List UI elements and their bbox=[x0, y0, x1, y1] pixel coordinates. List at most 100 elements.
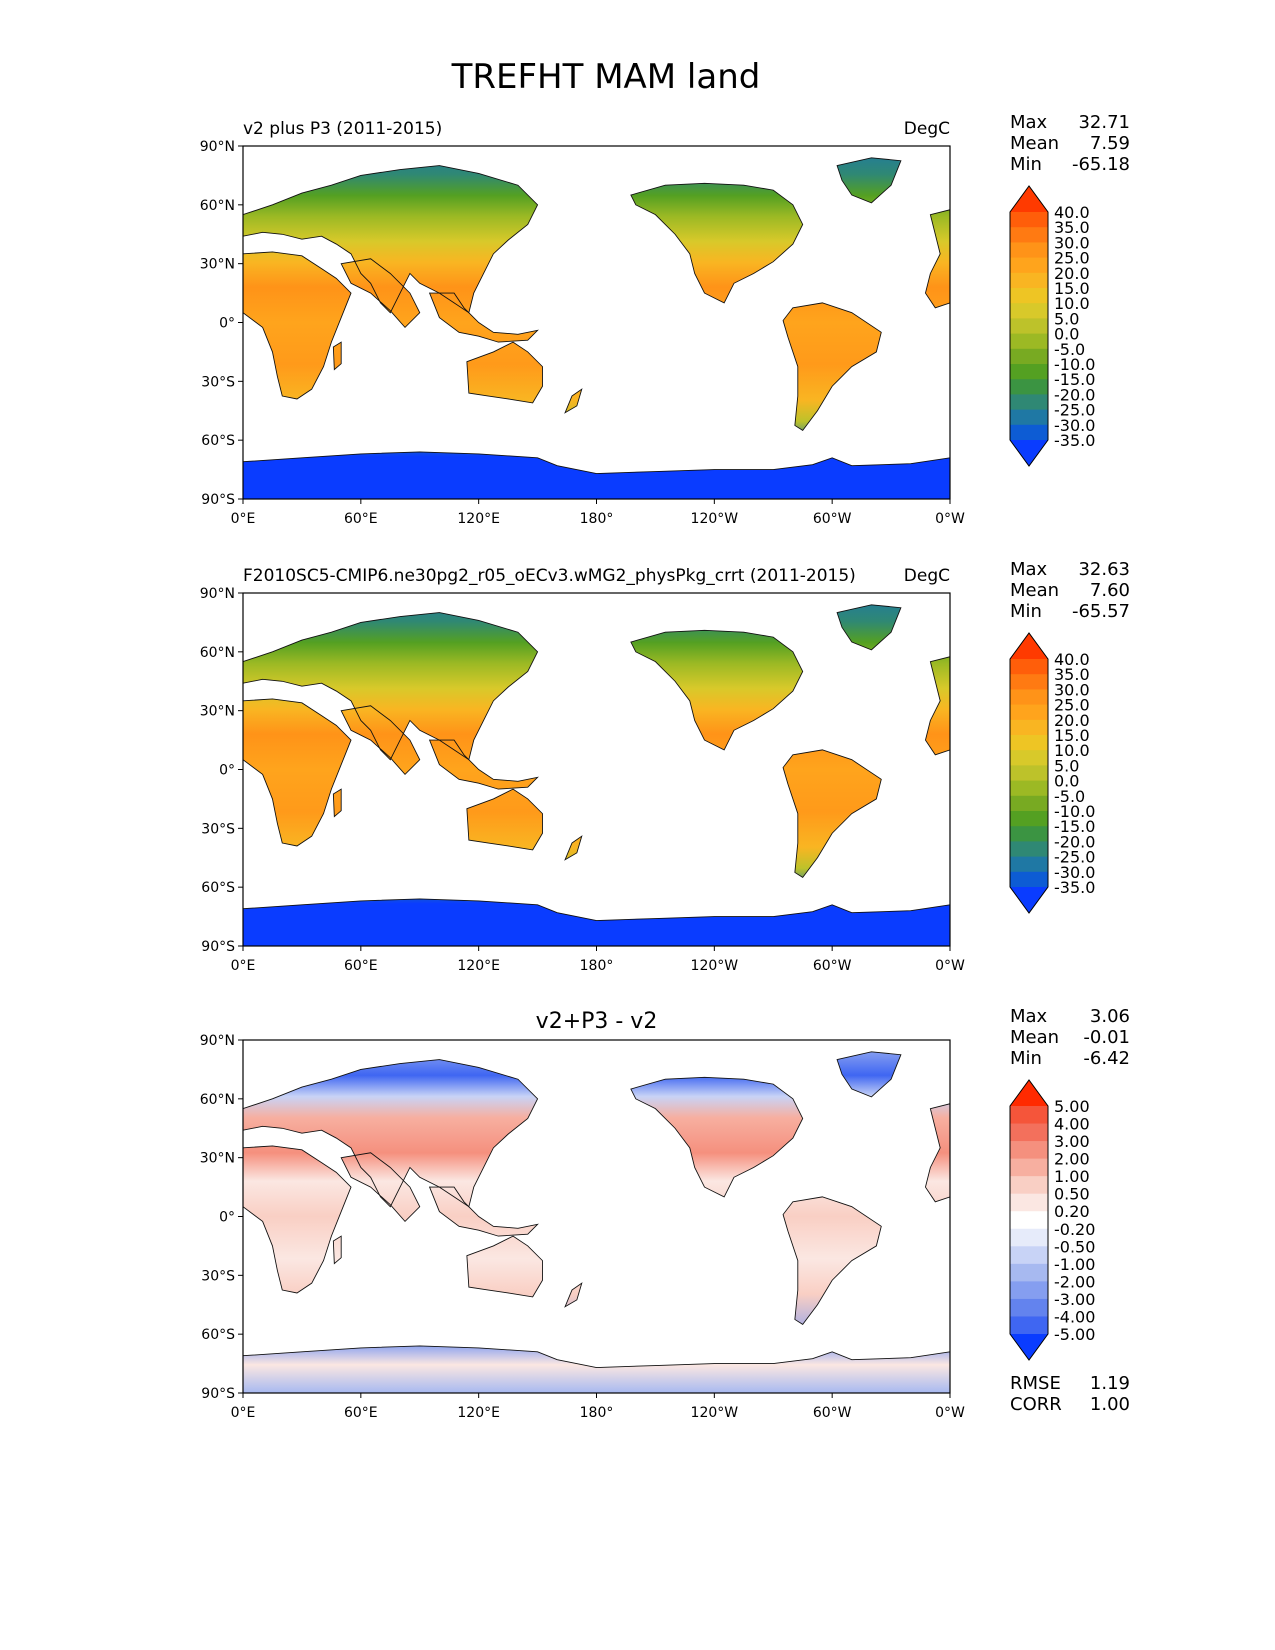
figure-title: TREFHT MAM land bbox=[451, 57, 761, 97]
stat-value: 3.06 bbox=[1090, 1006, 1130, 1027]
colorbar-segment bbox=[1010, 674, 1048, 690]
colorbar-segment bbox=[1010, 780, 1048, 797]
lat-tick-label: 60°S bbox=[201, 433, 235, 449]
colorbar-label: 20.0 bbox=[1054, 711, 1090, 730]
colorbar-label: 0.0 bbox=[1054, 772, 1079, 791]
colorbar-segment bbox=[1010, 826, 1048, 842]
colorbar-label: 2.00 bbox=[1054, 1150, 1090, 1169]
stat-value: 7.60 bbox=[1090, 580, 1130, 601]
colorbar-label: 3.00 bbox=[1054, 1132, 1090, 1151]
colorbar-segment bbox=[1010, 1193, 1048, 1212]
colorbar-label: 40.0 bbox=[1054, 203, 1090, 222]
colorbar-segment bbox=[1010, 1176, 1048, 1195]
colorbar-label: 0.20 bbox=[1054, 1202, 1090, 1221]
lon-tick-label: 60°E bbox=[344, 958, 378, 974]
colorbar-label: -4.00 bbox=[1054, 1307, 1095, 1326]
lat-tick-label: 90°N bbox=[200, 1033, 235, 1049]
colorbar-segment bbox=[1010, 364, 1048, 380]
panel-units: DegC bbox=[904, 119, 950, 139]
panel-units: DegC bbox=[904, 566, 950, 586]
colorbar-label: -20.0 bbox=[1054, 832, 1095, 851]
lon-tick-label: 0°E bbox=[231, 1405, 256, 1421]
lon-tick-label: 120°E bbox=[457, 511, 500, 527]
colorbar-label: 0.0 bbox=[1054, 325, 1079, 344]
colorbar-label: -15.0 bbox=[1054, 370, 1095, 389]
colorbar-label: 15.0 bbox=[1054, 279, 1090, 298]
colorbar-label: 40.0 bbox=[1054, 650, 1090, 669]
colorbar-extend-min bbox=[1010, 1334, 1048, 1360]
colorbar-label: 5.0 bbox=[1054, 309, 1079, 328]
colorbar-label: -20.0 bbox=[1054, 385, 1095, 404]
lat-tick-label: 90°S bbox=[201, 492, 235, 508]
stat-value: -6.42 bbox=[1083, 1048, 1130, 1069]
lon-tick-label: 0°E bbox=[231, 511, 256, 527]
colorbar-label: -15.0 bbox=[1054, 817, 1095, 836]
colorbar-segment bbox=[1010, 841, 1048, 858]
colorbar-segment bbox=[1010, 871, 1048, 888]
stat-label: CORR bbox=[1010, 1394, 1062, 1415]
colorbar-segment bbox=[1010, 1281, 1048, 1300]
stat-label: Max bbox=[1010, 1006, 1048, 1027]
panel-test: v2 plus P3 (2011-2015) DegC 90°N 60°N 30°N 0°… bbox=[200, 112, 1130, 527]
colorbar-label: -10.0 bbox=[1054, 355, 1095, 374]
lat-tick-label: 30°N bbox=[200, 1151, 235, 1167]
lon-tick-label: 120°E bbox=[457, 1405, 500, 1421]
colorbar-label: 20.0 bbox=[1054, 264, 1090, 283]
colorbar-segment bbox=[1010, 856, 1048, 873]
lat-tick-label: 30°S bbox=[201, 821, 235, 837]
colorbar-segment bbox=[1010, 272, 1048, 289]
colorbar-segment bbox=[1010, 1228, 1048, 1247]
colorbar-segment bbox=[1010, 1106, 1048, 1125]
stat-label: RMSE bbox=[1010, 1373, 1061, 1394]
colorbar: 5.004.003.002.001.000.500.20-0.20-0.50-1… bbox=[1009, 1079, 1095, 1361]
lon-tick-label: 0°E bbox=[231, 958, 256, 974]
colorbar-outline bbox=[1009, 632, 1049, 914]
lat-tick-label: 90°S bbox=[201, 1386, 235, 1402]
colorbar-label: -2.00 bbox=[1054, 1272, 1095, 1291]
stat-label: Mean bbox=[1010, 1027, 1059, 1048]
stat-value: -65.57 bbox=[1072, 601, 1130, 622]
stat-value: -0.01 bbox=[1083, 1027, 1130, 1048]
lat-tick-label: 30°S bbox=[201, 1268, 235, 1284]
colorbar-segment bbox=[1010, 1263, 1048, 1282]
colorbar-label: -5.0 bbox=[1054, 787, 1085, 806]
colorbar-segment bbox=[1010, 765, 1048, 782]
colorbar-extend-min bbox=[1010, 440, 1048, 466]
colorbar: 40.035.030.025.020.015.010.05.00.0-5.0-1… bbox=[1009, 632, 1095, 914]
lat-tick-label: 90°N bbox=[200, 586, 235, 602]
lat-tick-label: 0° bbox=[219, 1210, 235, 1226]
colorbar-outline bbox=[1009, 185, 1049, 467]
colorbar-segment bbox=[1010, 689, 1048, 706]
colorbar-segment bbox=[1010, 242, 1048, 259]
colorbar-label: 5.0 bbox=[1054, 756, 1079, 775]
lat-tick-label: 60°S bbox=[201, 880, 235, 896]
lat-tick-label: 90°S bbox=[201, 939, 235, 955]
colorbar-segment bbox=[1010, 333, 1048, 350]
lon-tick-label: 60°E bbox=[344, 511, 378, 527]
lat-tick-label: 60°N bbox=[200, 198, 235, 214]
lon-tick-label: 60°E bbox=[344, 1405, 378, 1421]
colorbar-segment bbox=[1010, 379, 1048, 395]
colorbar-label: 5.00 bbox=[1054, 1097, 1090, 1116]
colorbar-segment bbox=[1010, 257, 1048, 274]
lat-tick-label: 90°N bbox=[200, 139, 235, 155]
colorbar-label: -1.00 bbox=[1054, 1255, 1095, 1274]
lat-tick-label: 30°N bbox=[200, 257, 235, 273]
colorbar-label: 35.0 bbox=[1054, 218, 1090, 237]
stat-value: 7.59 bbox=[1090, 133, 1130, 154]
colorbar-segment bbox=[1010, 1298, 1048, 1317]
lat-tick-label: 30°S bbox=[201, 374, 235, 390]
colorbar-label: 15.0 bbox=[1054, 726, 1090, 745]
colorbar-segment bbox=[1010, 348, 1048, 365]
colorbar-label: -0.20 bbox=[1054, 1220, 1095, 1239]
colorbar-label: 25.0 bbox=[1054, 696, 1090, 715]
lat-tick-label: 60°N bbox=[200, 1092, 235, 1108]
colorbar-segment bbox=[1010, 704, 1048, 721]
colorbar-segment bbox=[1010, 1246, 1048, 1265]
lon-tick-label: 0°W bbox=[935, 958, 965, 974]
lon-tick-label: 120°E bbox=[457, 958, 500, 974]
lon-tick-label: 0°W bbox=[935, 511, 965, 527]
colorbar-segment bbox=[1010, 795, 1048, 812]
colorbar-segment bbox=[1010, 227, 1048, 243]
colorbar-extend-max bbox=[1010, 633, 1048, 659]
